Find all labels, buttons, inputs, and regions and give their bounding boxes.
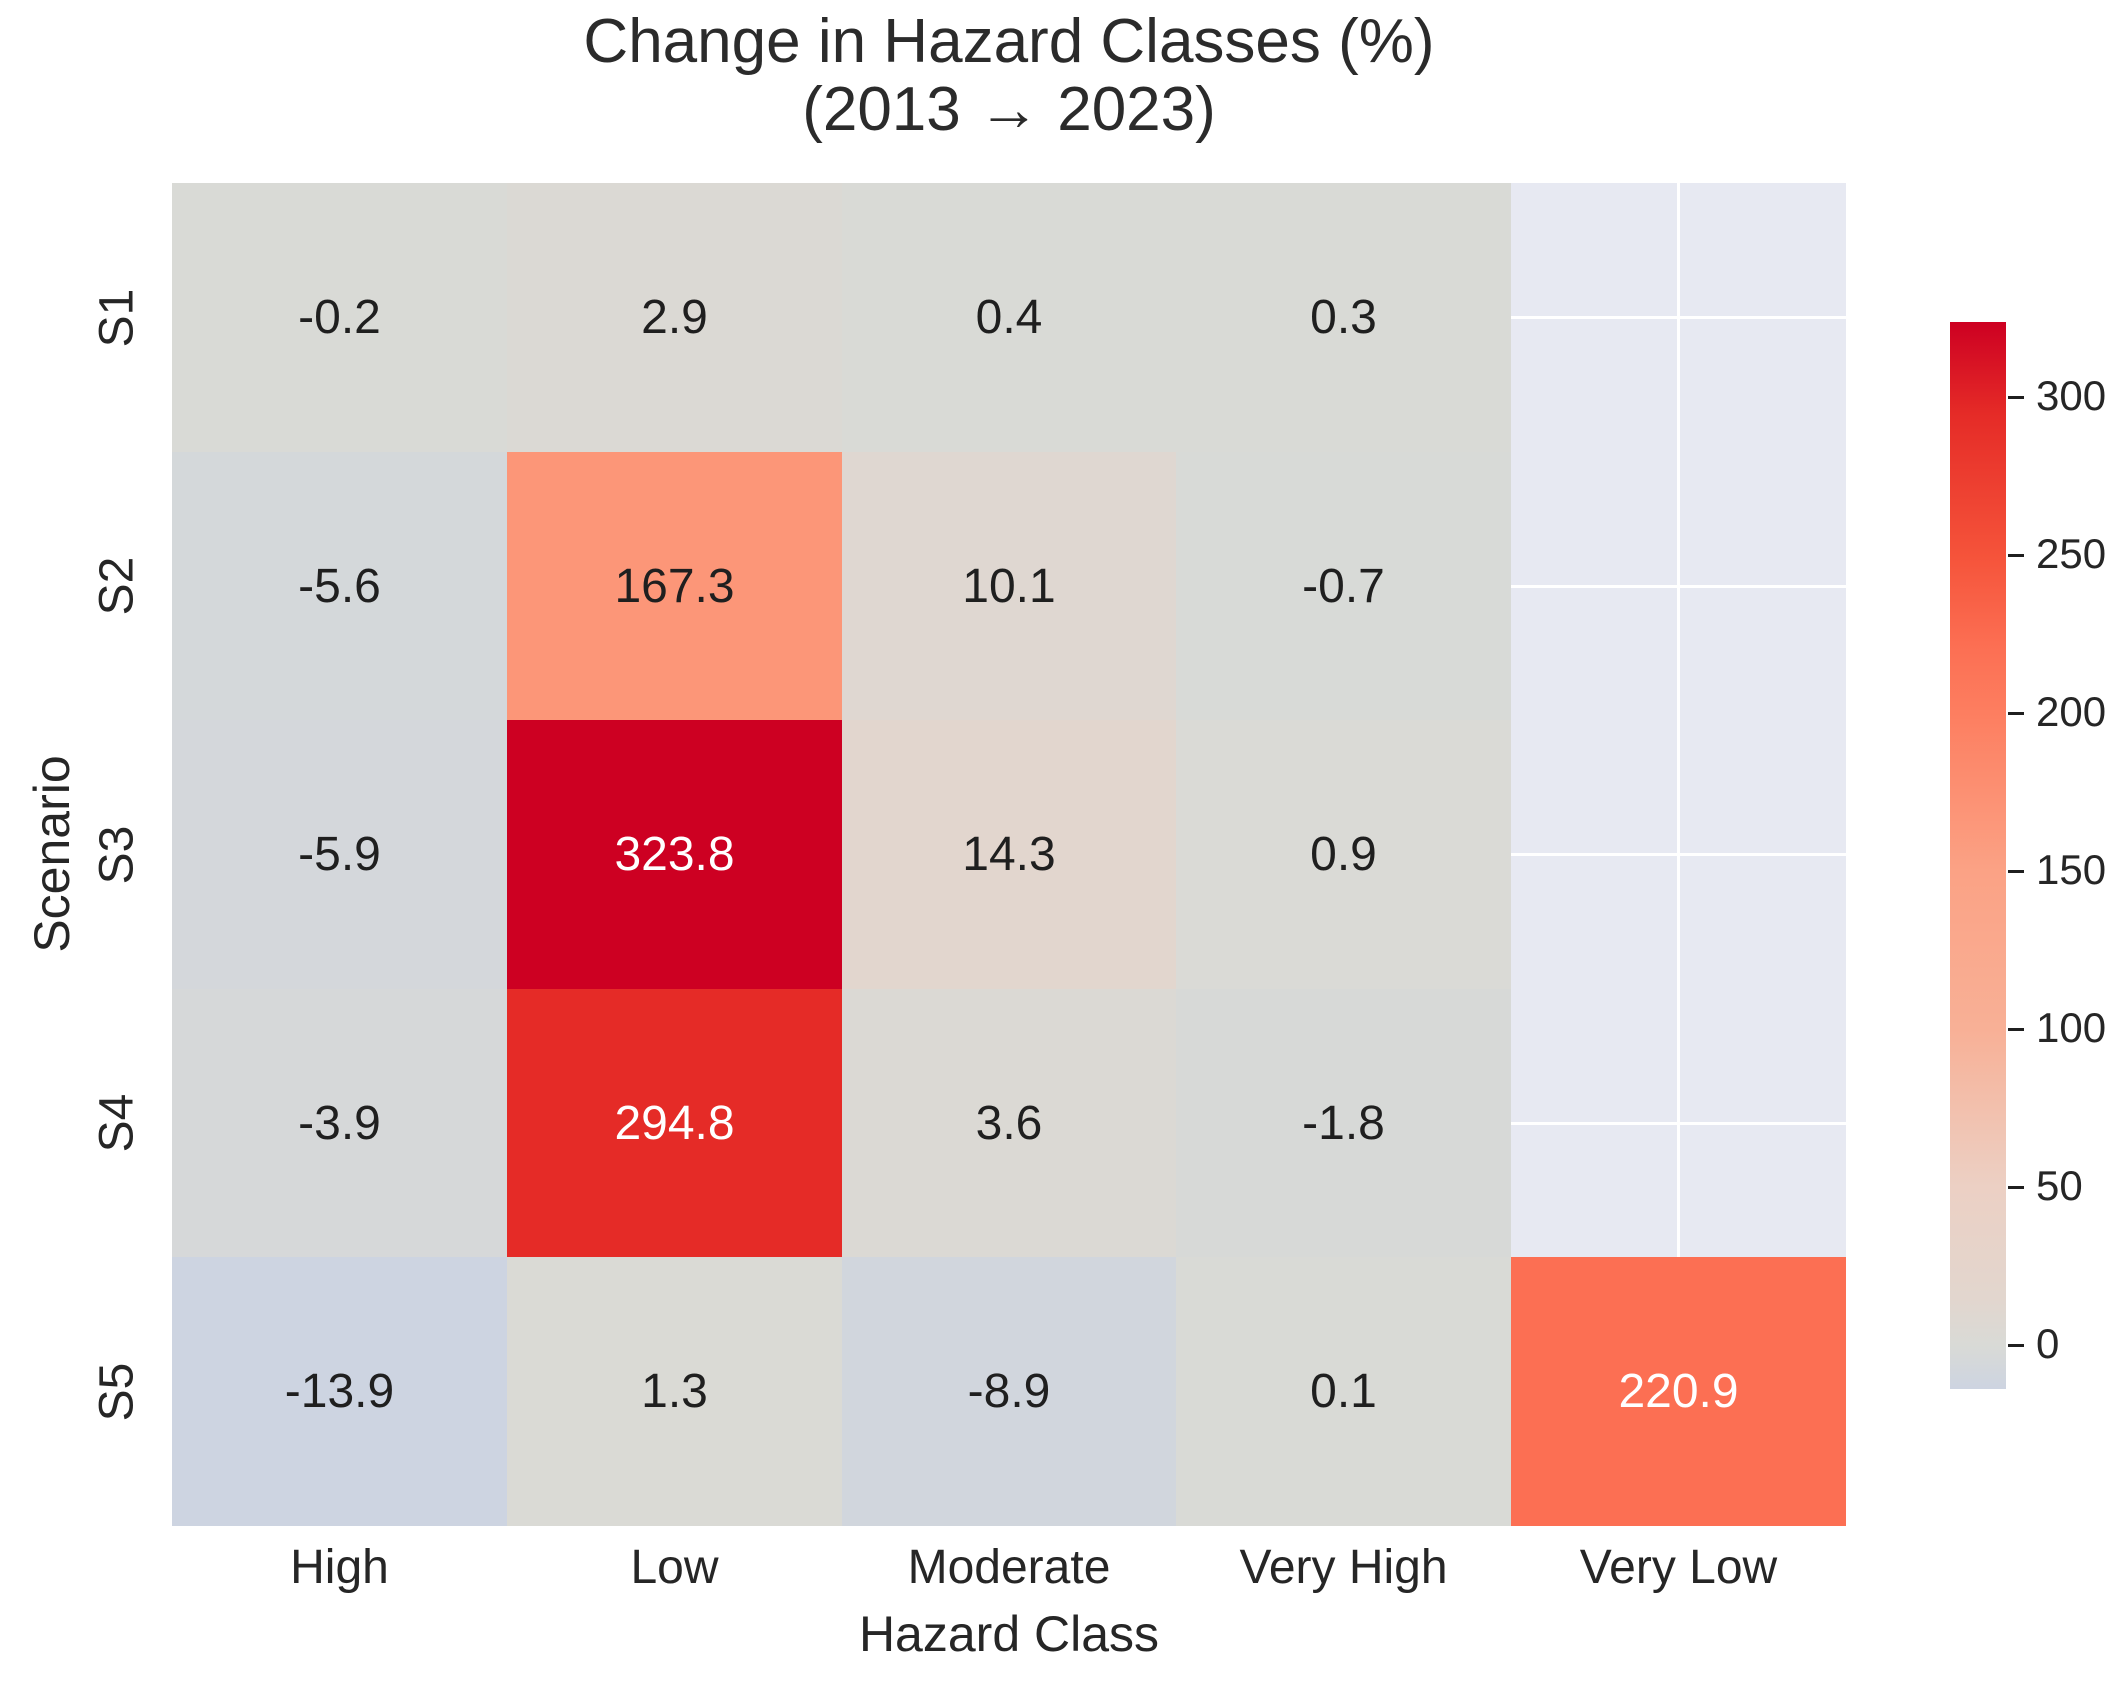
colorbar-tick-label: 100 <box>2036 1004 2107 1052</box>
heatmap-cell: 167.3 <box>507 452 842 720</box>
x-tick-label: Moderate <box>907 1541 1111 1594</box>
heatmap-cell: -8.9 <box>842 1257 1176 1526</box>
x-tick-label: High <box>290 1541 389 1594</box>
colorbar-tick-label: 250 <box>2036 530 2107 578</box>
colorbar: 0 50 100 150 200 250 300 <box>1950 322 2121 1389</box>
cell-value: 0.4 <box>975 291 1043 344</box>
colorbar-tick-label: 200 <box>2036 688 2107 736</box>
x-axis-title: Hazard Class <box>858 1606 1160 1662</box>
heatmap-cell: -0.7 <box>1176 452 1511 720</box>
heatmap-cell: 323.8 <box>507 720 842 989</box>
y-tick-label: S2 <box>90 556 144 616</box>
cell-value: -3.9 <box>298 1096 381 1150</box>
colorbar-tick-label: 50 <box>2036 1162 2083 1210</box>
colorbar-tick-mark <box>2008 395 2024 399</box>
chart-title: Change in Hazard Classes (%) (2013 → 202… <box>172 7 1846 145</box>
heatmap-plot-area: -0.2 2.9 0.4 0.3 -5.6 167.3 10.1 -0.7 -5.9 323.8 1… <box>172 183 1846 1526</box>
cell-value: 294.8 <box>614 1096 735 1150</box>
x-tick-label: Very High <box>1239 1541 1448 1594</box>
colorbar-tick-mark <box>2008 1343 2024 1347</box>
heatmap-cell: 1.3 <box>507 1257 842 1526</box>
masked-gridline-vertical <box>1677 989 1680 1257</box>
heatmap-cell: 2.9 <box>507 183 842 452</box>
cell-value: 0.1 <box>1310 1365 1377 1418</box>
colorbar-tick-label: 150 <box>2036 846 2107 894</box>
heatmap-cell: 0.3 <box>1176 183 1511 452</box>
masked-gridline-vertical <box>1677 720 1680 989</box>
cell-value: 220.9 <box>1618 1365 1739 1418</box>
cell-value: 0.9 <box>1310 828 1377 881</box>
cell-value: -0.2 <box>298 291 381 344</box>
cell-value: -8.9 <box>967 1365 1051 1418</box>
masked-gridline-vertical <box>1677 183 1680 452</box>
x-tick-label: Low <box>630 1541 719 1594</box>
heatmap-cell: 220.9 <box>1511 1257 1846 1526</box>
chart-title-line2: (2013 → 2023) <box>802 75 1216 145</box>
chart-title-line1: Change in Hazard Classes (%) <box>583 7 1435 76</box>
cell-value: 14.3 <box>962 828 1056 881</box>
heatmap-cell: 0.4 <box>842 183 1176 452</box>
heatmap-cell: -5.9 <box>172 720 507 989</box>
heatmap-cell: -0.2 <box>172 183 507 452</box>
y-tick-label: S3 <box>90 825 144 884</box>
heatmap-cell: -1.8 <box>1176 989 1511 1257</box>
cell-value: 3.6 <box>975 1096 1043 1150</box>
heatmap-cell: 14.3 <box>842 720 1176 989</box>
heatmap-cell: 294.8 <box>507 989 842 1257</box>
cell-value: 2.9 <box>641 291 708 344</box>
colorbar-tick-mark <box>2008 553 2024 557</box>
heatmap-cell: -3.9 <box>172 989 507 1257</box>
y-tick-label: S1 <box>90 288 144 347</box>
heatmap-cell: 3.6 <box>842 989 1176 1257</box>
masked-gridline-vertical <box>1677 452 1680 720</box>
cell-value: -0.7 <box>1302 559 1385 613</box>
cell-value: 0.3 <box>1310 291 1377 344</box>
y-axis-title: Scenario <box>24 755 80 953</box>
cell-value: 323.8 <box>614 828 735 881</box>
cell-value: 10.1 <box>962 559 1056 613</box>
heatmap-cell: -13.9 <box>172 1257 507 1526</box>
cell-value: -5.9 <box>298 828 381 881</box>
heatmap-cell <box>1511 720 1846 989</box>
cell-value: -5.6 <box>298 559 381 613</box>
cell-value: 1.3 <box>641 1365 708 1418</box>
y-tick-label: S5 <box>90 1362 144 1421</box>
cell-value: -13.9 <box>284 1365 395 1418</box>
heatmap-cell: 0.9 <box>1176 720 1511 989</box>
heatmap-cell: 0.1 <box>1176 1257 1511 1526</box>
heatmap-cell <box>1511 452 1846 720</box>
y-tick-label: S4 <box>90 1093 144 1153</box>
colorbar-tick-mark <box>2008 1185 2024 1189</box>
heatmap-cell <box>1511 989 1846 1257</box>
x-tick-label: Very Low <box>1579 1541 1778 1594</box>
cell-value: 167.3 <box>614 559 735 613</box>
colorbar-tick-label: 0 <box>2036 1320 2060 1368</box>
heatmap-cell: -5.6 <box>172 452 507 720</box>
colorbar-tick-mark <box>2008 869 2024 873</box>
colorbar-tick-label: 300 <box>2036 372 2107 420</box>
cell-value: -1.8 <box>1302 1096 1385 1150</box>
colorbar-tick-mark <box>2008 1027 2024 1031</box>
heatmap-cell <box>1511 183 1846 452</box>
colorbar-gradient <box>1950 322 2006 1389</box>
heatmap-cell: 10.1 <box>842 452 1176 720</box>
colorbar-tick-mark <box>2008 711 2024 715</box>
